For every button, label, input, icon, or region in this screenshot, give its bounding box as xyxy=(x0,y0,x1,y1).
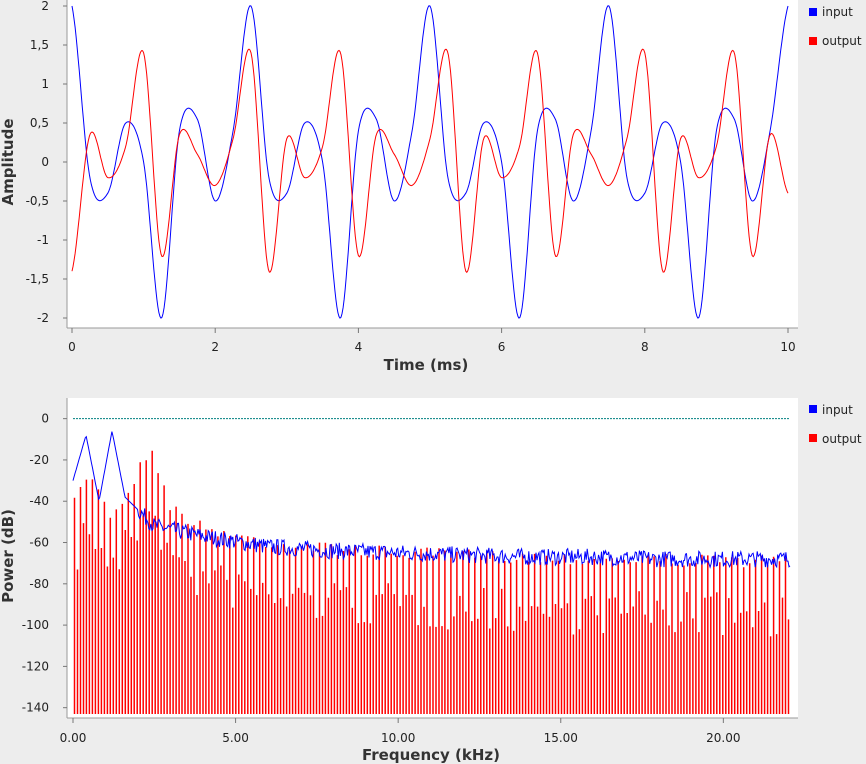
freq-y-tick-label: -120 xyxy=(22,659,49,673)
freq-y-tick-label: -80 xyxy=(29,577,49,591)
freq-y-tick-labels: 0 -20 -40 -60 -80 -100 -120 -140 xyxy=(22,412,67,715)
freq-y-tick-label: -60 xyxy=(29,536,49,550)
time-x-tick-label: 2 xyxy=(211,340,219,354)
freq-y-tick-label: -20 xyxy=(29,453,49,467)
time-y-tick-label: 1,5 xyxy=(30,38,49,52)
time-x-tick-labels: 0 2 4 6 8 10 xyxy=(68,328,796,354)
time-x-axis-label: Time (ms) xyxy=(384,356,469,374)
time-series-output xyxy=(71,48,789,274)
time-y-tick-label: 0,5 xyxy=(30,116,49,130)
freq-legend-output-swatch xyxy=(809,434,817,442)
time-x-tick-label: 10 xyxy=(780,340,795,354)
freq-x-tick-label: 0.00 xyxy=(60,731,87,745)
time-plot: 21,510,50-0,5-1-1,5-2 0 2 4 6 8 10 Time (ms) … xyxy=(0,0,862,374)
freq-y-tick-label: -140 xyxy=(22,701,49,715)
freq-x-tick-label: 5.00 xyxy=(222,731,249,745)
freq-y-tick-label: 0 xyxy=(41,412,49,426)
freq-x-tick-label: 10.00 xyxy=(381,731,415,745)
freq-y-tick-label: -100 xyxy=(22,618,49,632)
time-y-tick-label: -2 xyxy=(37,311,49,325)
time-y-tick-label: -1 xyxy=(37,233,49,247)
time-legend: input output xyxy=(809,5,862,48)
time-legend-input-label: input xyxy=(822,5,853,19)
freq-legend-output-label: output xyxy=(822,432,862,446)
freq-y-axis-label: Power (dB) xyxy=(0,509,17,603)
time-y-tick-label: -1,5 xyxy=(26,272,49,286)
freq-y-tick-label: -40 xyxy=(29,494,49,508)
time-x-tick-label: 8 xyxy=(641,340,649,354)
time-y-axis-label: Amplitude xyxy=(0,118,17,205)
time-series-input xyxy=(71,5,789,319)
time-y-tick-labels: 2 1,5 1 0,5 0 -0,5 -1 -1,5 -2 xyxy=(26,0,67,325)
time-y-tick-label: 0 xyxy=(41,155,49,169)
time-legend-output-label: output xyxy=(822,34,862,48)
freq-x-tick-labels: 0.00 5.00 10.00 15.00 20.00 xyxy=(60,718,741,745)
freq-legend-input-swatch xyxy=(809,405,817,413)
time-y-tick-label: 2 xyxy=(41,0,49,13)
time-plot-area xyxy=(67,0,798,328)
freq-legend: input output xyxy=(809,403,862,446)
freq-x-tick-label: 15.00 xyxy=(544,731,578,745)
time-legend-input-swatch xyxy=(809,8,817,16)
time-x-tick-label: 6 xyxy=(498,340,506,354)
time-traces xyxy=(71,5,789,319)
freq-x-axis-label: Frequency (kHz) xyxy=(362,746,500,764)
freq-series-input xyxy=(72,431,791,569)
time-x-tick-label: 0 xyxy=(68,340,76,354)
time-legend-output-swatch xyxy=(809,37,817,45)
freq-input-trace xyxy=(72,431,791,569)
freq-legend-input-label: input xyxy=(822,403,853,417)
freq-x-tick-label: 20.00 xyxy=(706,731,740,745)
freq-plot: 0 -20 -40 -60 -80 -100 -120 -140 0.00 5.00 10.00 1… xyxy=(0,398,862,764)
freq-output-bars xyxy=(73,450,790,714)
time-y-tick-label: 1 xyxy=(41,77,49,91)
time-x-tick-label: 4 xyxy=(355,340,363,354)
time-y-tick-label: -0,5 xyxy=(26,194,49,208)
